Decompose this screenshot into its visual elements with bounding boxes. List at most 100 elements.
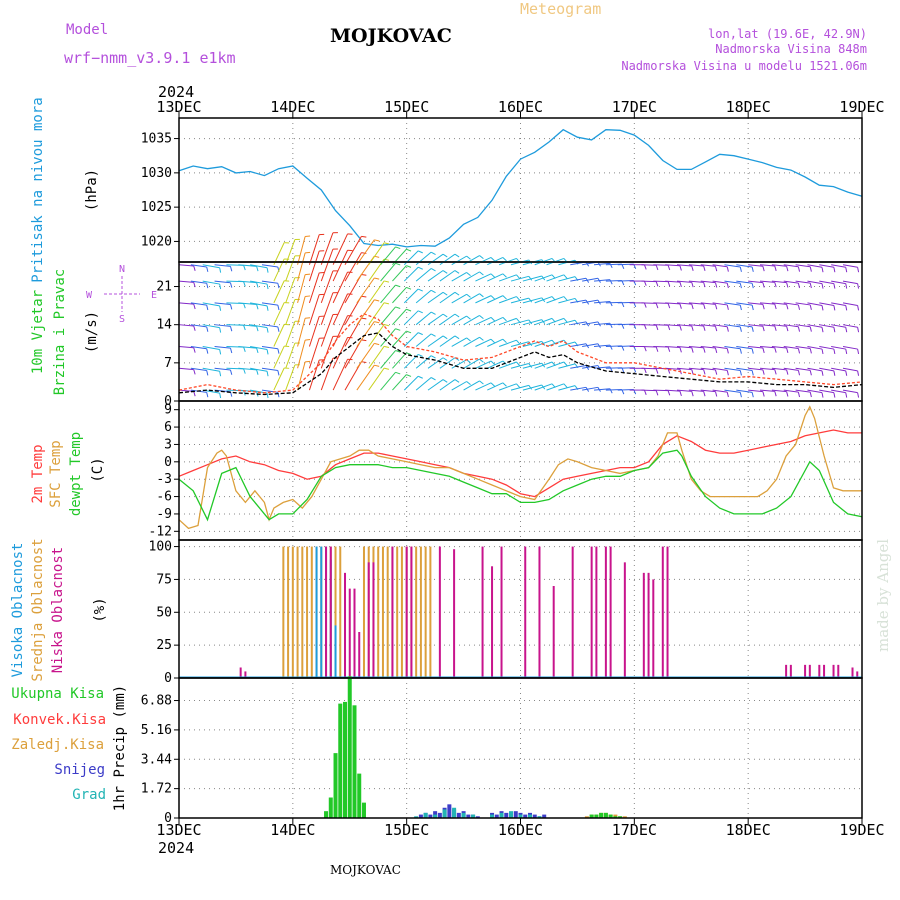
wind-barb-flag <box>643 389 647 395</box>
wind-barb <box>451 272 467 282</box>
wind-barb-flag <box>374 299 380 302</box>
wind-barb-flag <box>256 326 259 332</box>
wind-barb-flag <box>277 283 280 289</box>
wind-barb <box>261 367 278 372</box>
wind-barb <box>534 274 553 282</box>
wind-barb <box>819 324 834 328</box>
wind-barb <box>831 389 846 394</box>
wind-barb-flag <box>230 266 233 272</box>
wind-barb-flag <box>655 390 659 396</box>
precip-legend-label: Zaledj.Kisa <box>11 737 104 753</box>
wind-barb <box>783 264 799 268</box>
temperature-ytick-label: 3 <box>164 437 172 452</box>
wind-barb <box>807 367 823 372</box>
wind-barb <box>178 280 194 283</box>
x-tick-label: 18DEC <box>726 98 771 116</box>
wind-barb <box>498 317 517 326</box>
wind-barb <box>285 255 296 282</box>
wind-barb-flag <box>206 266 209 272</box>
wind-barb <box>380 350 396 369</box>
wind-barb <box>487 316 504 326</box>
wind-barb-flag <box>361 317 367 320</box>
wind-barb <box>582 343 599 347</box>
wind-barb-flag <box>305 295 311 297</box>
wind-barb <box>475 360 492 369</box>
wind-barb <box>510 297 529 304</box>
model-altitude-text: Nadmorska Visina u modelu 1521.06m <box>621 59 867 73</box>
clouds-bar <box>405 546 408 678</box>
wind-barb <box>403 375 419 391</box>
wind-barb <box>842 264 858 268</box>
wind-barb <box>439 270 456 282</box>
wind-barb-flag <box>219 392 222 399</box>
wind-barb <box>202 345 220 350</box>
wind-barb-flag <box>703 325 706 331</box>
precipitation-bar <box>532 814 537 818</box>
wind-barb-flag <box>206 283 209 289</box>
wind-barb-flag <box>609 279 613 285</box>
wind-barb-flag <box>679 303 682 309</box>
wind-barb <box>510 384 529 391</box>
wind-barb-flag <box>703 282 706 288</box>
clouds-bar <box>789 664 792 678</box>
wind-barb-flag <box>374 321 380 324</box>
precipitation-bar <box>414 816 419 818</box>
wind-barb-flag <box>786 369 789 375</box>
wind-barb <box>510 275 529 282</box>
wind-ylabel-1: 10m Vjetar <box>30 290 46 374</box>
wind-barb-flag <box>454 335 460 340</box>
wind-barb <box>712 280 728 284</box>
wind-barb-flag <box>714 304 718 310</box>
clouds-bar <box>325 546 328 678</box>
clouds-bar <box>491 566 494 678</box>
wind-barb-flag <box>454 291 460 296</box>
precip-legend-label: Konvek.Kisa <box>13 712 106 728</box>
wind-barb-flag <box>406 248 412 252</box>
temperature-ytick-label: -9 <box>156 507 172 522</box>
wind-barb-flag <box>305 317 311 319</box>
wind-barb <box>665 280 680 283</box>
wind-barb <box>582 365 599 369</box>
wind-barb-flag <box>305 360 311 363</box>
wind-barb-flag <box>528 297 533 303</box>
wind-barb-flag <box>845 267 848 273</box>
wind-barb <box>261 324 278 328</box>
wind-barb-flag <box>266 349 269 355</box>
wind-barb <box>819 302 834 306</box>
wind-barb <box>795 324 811 328</box>
wind-barb <box>498 296 517 304</box>
wind-barb-flag <box>243 325 246 331</box>
wind-barb <box>676 389 692 392</box>
wind-barb-flag <box>691 369 694 375</box>
wind-barb <box>819 264 834 268</box>
wind-barb-flag <box>466 337 471 342</box>
wind-barb <box>451 293 467 304</box>
wind-barb <box>463 271 480 282</box>
wind-barb-flag <box>703 369 706 375</box>
wind-barb <box>582 386 599 391</box>
wind-barb <box>238 367 257 371</box>
compass-s: S <box>119 314 125 325</box>
wind-barb-flag <box>667 390 671 396</box>
wind-barb <box>202 302 220 307</box>
clouds-bar <box>818 664 821 678</box>
wind-barb-flag <box>786 326 789 332</box>
clouds-bar <box>315 546 318 678</box>
wind-barb-flag <box>563 361 568 367</box>
wind-barb-flag <box>243 346 246 352</box>
wind-barb-flag <box>230 326 233 332</box>
wind-barb-flag <box>751 304 754 311</box>
precipitation-bar <box>461 812 466 818</box>
wind-barb <box>273 280 285 304</box>
wind-barb <box>356 364 375 391</box>
pressure-frame <box>178 117 863 263</box>
wind-barb <box>475 316 492 326</box>
wind-barb-flag <box>821 267 824 273</box>
wind-barb-flag <box>714 347 718 353</box>
wind-barb-flag <box>786 266 789 272</box>
wind-barb-flag <box>797 304 801 310</box>
wind-barb-flag <box>406 308 412 312</box>
wind-barb-flag <box>609 344 613 350</box>
wind-barb <box>831 280 846 285</box>
model-label: Model <box>66 22 108 38</box>
